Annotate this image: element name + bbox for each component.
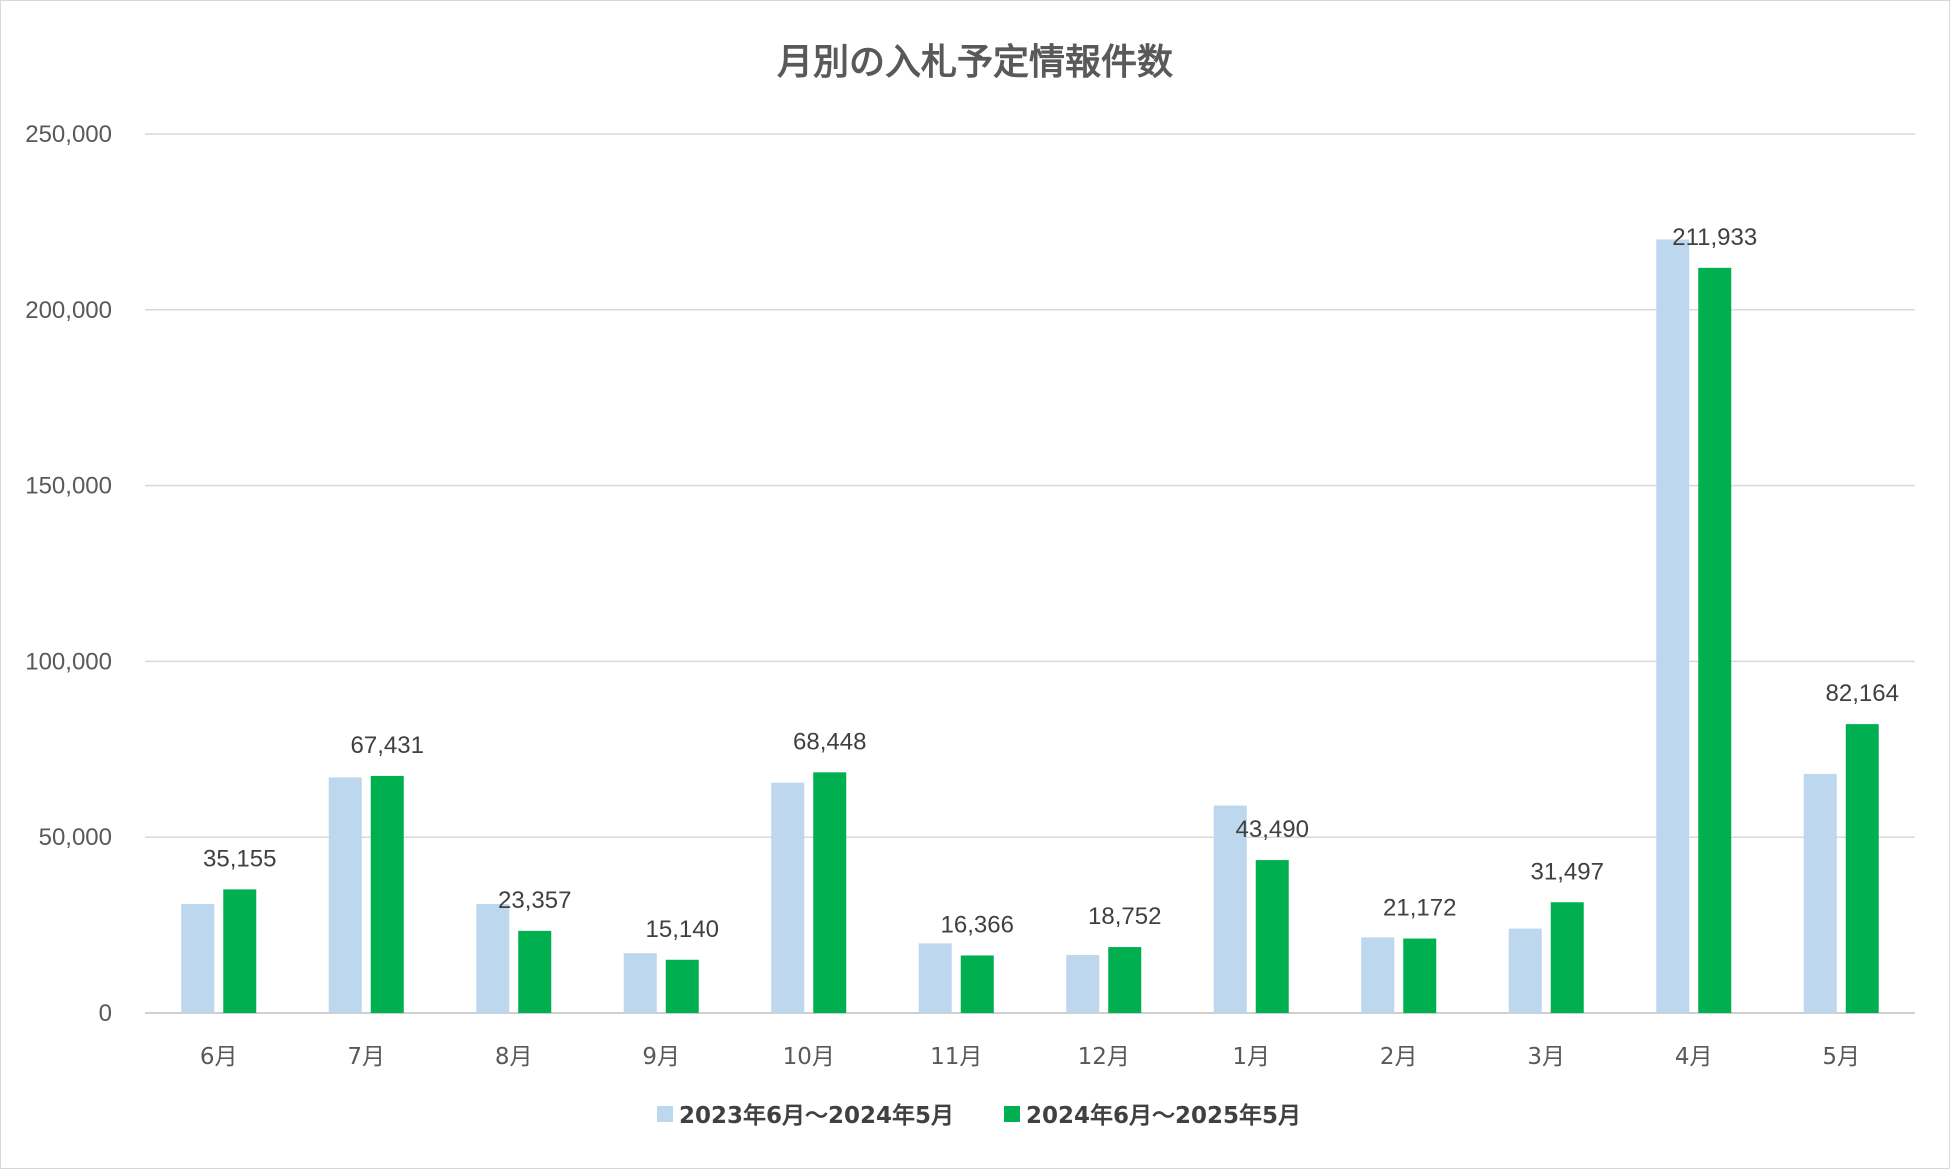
data-label: 67,431 <box>351 732 424 759</box>
data-label: 31,497 <box>1531 858 1604 885</box>
data-label: 23,357 <box>498 887 571 914</box>
legend-label: 2023年6月〜2024年5月 <box>679 1102 954 1129</box>
bar-series-2 <box>960 955 994 1013</box>
bar-series-2 <box>370 775 404 1013</box>
bar-series-1 <box>1361 937 1395 1013</box>
bar-series-2 <box>813 772 847 1013</box>
bar-series-1 <box>771 782 805 1013</box>
x-tick-label: 2月 <box>1380 1044 1418 1070</box>
legend-swatch <box>657 1106 673 1122</box>
y-tick-label: 50,000 <box>39 824 112 851</box>
bar-series-2 <box>223 889 257 1013</box>
x-tick-label: 9月 <box>642 1044 680 1070</box>
y-tick-label: 0 <box>99 1000 112 1027</box>
legend-label: 2024年6月〜2025年5月 <box>1026 1102 1301 1129</box>
bar-series-2 <box>665 959 699 1013</box>
y-tick-label: 100,000 <box>25 648 112 675</box>
x-tick-label: 12月 <box>1078 1044 1130 1070</box>
y-tick-label: 150,000 <box>25 473 112 500</box>
bar-series-2 <box>1403 938 1437 1013</box>
data-label: 82,164 <box>1826 680 1899 707</box>
data-label: 18,752 <box>1088 903 1161 930</box>
bars <box>181 239 1879 1014</box>
data-label: 15,140 <box>646 916 719 943</box>
legend: 2023年6月〜2024年5月 2024年6月〜2025年5月 <box>657 1102 1301 1129</box>
bar-series-2 <box>518 930 552 1013</box>
x-tick-label: 5月 <box>1822 1044 1860 1070</box>
bar-series-2 <box>1698 267 1732 1013</box>
bar-series-2 <box>1108 947 1142 1013</box>
x-tick-label: 10月 <box>783 1044 835 1070</box>
bar-series-1 <box>181 904 215 1013</box>
bar-series-1 <box>1508 928 1542 1013</box>
x-tick-label: 1月 <box>1232 1044 1270 1070</box>
x-tick-label: 6月 <box>200 1044 238 1070</box>
y-tick-label: 200,000 <box>25 297 112 324</box>
chart-title: 月別の入札予定情報件数 <box>777 42 1173 83</box>
bar-series-2 <box>1550 902 1584 1013</box>
x-tick-label: 8月 <box>495 1044 533 1070</box>
x-tick-label: 11月 <box>930 1044 982 1070</box>
bar-series-1 <box>918 943 952 1013</box>
data-label: 21,172 <box>1383 895 1456 922</box>
data-labels: 35,155 67,431 23,357 15,140 68,448 16,366 18,7… <box>203 224 1899 943</box>
data-label: 211,933 <box>1672 224 1757 251</box>
x-tick-label: 3月 <box>1527 1044 1565 1070</box>
bar-series-1 <box>1803 773 1837 1013</box>
bar-series-1 <box>328 777 362 1013</box>
legend-swatch <box>1004 1106 1020 1122</box>
y-axis-ticks: 0 50,000 100,000 150,000 200,000 250,000 <box>25 121 112 1027</box>
bar-series-1 <box>476 904 510 1013</box>
gridlines <box>145 133 1915 1014</box>
y-tick-label: 250,000 <box>25 121 112 148</box>
bar-series-1 <box>623 953 657 1013</box>
bar-series-2 <box>1845 724 1879 1013</box>
x-axis-ticks: 6月 7月 8月 9月 10月 11月 12月 1月 2月 3月 4月 5月 <box>200 1044 1860 1070</box>
bar-series-2 <box>1255 860 1289 1013</box>
bar-series-1 <box>1213 805 1247 1013</box>
x-tick-label: 4月 <box>1675 1044 1713 1070</box>
x-tick-label: 7月 <box>347 1044 385 1070</box>
bar-series-1 <box>1656 239 1690 1014</box>
data-label: 43,490 <box>1236 816 1309 843</box>
data-label: 68,448 <box>793 728 866 755</box>
data-label: 16,366 <box>941 911 1014 938</box>
data-label: 35,155 <box>203 845 276 872</box>
bar-series-1 <box>1066 954 1100 1013</box>
